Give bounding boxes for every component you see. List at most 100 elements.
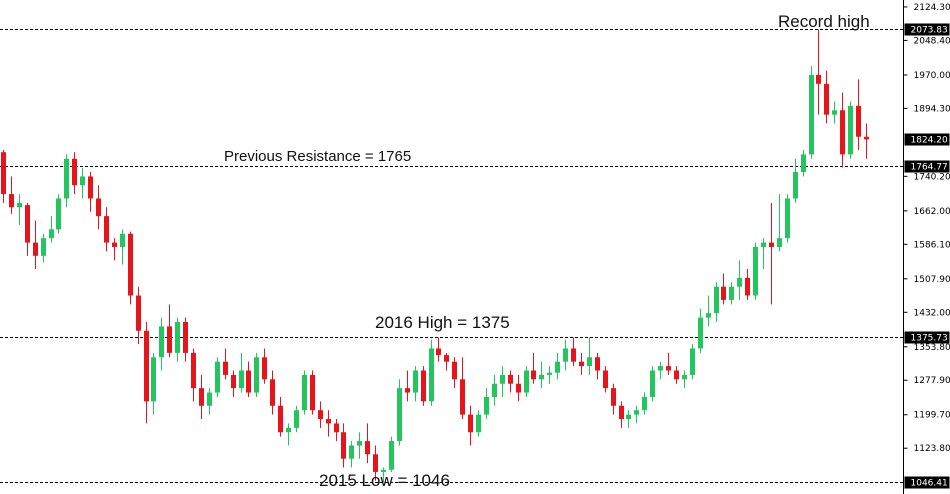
candle-body <box>254 357 259 393</box>
candle-body <box>334 423 339 433</box>
candle <box>777 194 782 252</box>
candle-body <box>777 238 782 247</box>
candle <box>690 344 695 380</box>
candle-body <box>460 379 465 415</box>
candle-body <box>745 277 750 296</box>
candle <box>729 282 734 305</box>
y-tick-label: 1586.10 <box>914 240 950 250</box>
candle <box>785 194 790 243</box>
candle <box>278 396 283 437</box>
candle-body <box>579 361 584 367</box>
candle-body <box>864 136 869 140</box>
candle <box>128 231 133 305</box>
candle-body <box>120 233 125 247</box>
candle-body <box>563 348 568 362</box>
candle <box>698 308 703 353</box>
candle <box>17 194 22 225</box>
candle-body <box>714 286 719 314</box>
candle-body <box>199 388 204 406</box>
candle-body <box>690 348 695 375</box>
candle <box>682 370 687 389</box>
candle <box>56 194 61 234</box>
candle-body <box>318 410 323 420</box>
candle-body <box>801 154 806 173</box>
candle-body <box>619 405 624 420</box>
candle-body <box>516 383 521 393</box>
candle-body <box>128 233 133 296</box>
candle <box>634 405 639 424</box>
candle <box>262 348 267 384</box>
candle-body <box>310 374 315 411</box>
candle <box>460 357 465 420</box>
candle-body <box>587 357 592 367</box>
candle-body <box>175 321 180 353</box>
candle <box>674 366 679 384</box>
candle <box>721 273 726 305</box>
candle <box>254 352 259 397</box>
candle-body <box>737 277 742 287</box>
level-label: 1375.73 <box>911 334 948 344</box>
candle <box>159 317 164 371</box>
candle <box>492 374 497 406</box>
candle <box>302 370 307 415</box>
candle-body <box>231 374 236 389</box>
candle <box>365 423 370 464</box>
candle <box>864 123 869 159</box>
candle <box>357 432 362 459</box>
candle <box>341 423 346 468</box>
annotation-previous-resistance: Previous Resistance = 1765 <box>224 148 411 165</box>
candle-body <box>17 202 22 208</box>
candle-body <box>25 205 30 243</box>
candle <box>96 185 101 230</box>
candle <box>476 410 481 437</box>
candle <box>175 317 180 362</box>
candle-body <box>246 370 251 393</box>
candle <box>816 29 821 115</box>
candle-body <box>41 238 46 256</box>
candle-body <box>642 396 647 411</box>
candle-body <box>429 348 434 402</box>
y-tick-label: 1507.90 <box>914 275 950 285</box>
candle <box>452 357 457 389</box>
candle <box>619 401 624 428</box>
candle-body <box>492 383 497 397</box>
candle <box>468 405 473 446</box>
level-label: 1764.77 <box>911 163 948 173</box>
candle <box>429 339 434 406</box>
candle <box>397 379 402 446</box>
y-tick-label: 1740.20 <box>914 172 950 182</box>
y-ticks: 2124.30 2048.40 1970.00 1894.30 1740.20 1662.… <box>903 3 950 454</box>
candle-body <box>816 74 821 84</box>
candle <box>215 357 220 397</box>
candle <box>318 401 323 428</box>
candle-body <box>1 152 6 195</box>
candle-body <box>286 427 291 433</box>
candle <box>547 366 552 384</box>
candle <box>555 352 560 380</box>
candle-body <box>96 198 101 217</box>
candle-body <box>555 361 560 373</box>
candle <box>737 260 742 300</box>
candle-body <box>112 242 117 247</box>
candle <box>666 352 671 375</box>
level-labels: 2073.83 1764.77 1375.73 1046.41 1824.20 <box>904 23 950 489</box>
candle-body <box>524 370 529 393</box>
y-tick-label: 1199.70 <box>914 411 950 421</box>
candle <box>334 419 339 442</box>
candle-body <box>183 321 188 353</box>
candle <box>706 295 711 327</box>
candle-body <box>476 414 481 433</box>
candle-body <box>49 229 54 239</box>
candle-body <box>508 374 513 384</box>
candle <box>579 352 584 375</box>
candle-body <box>650 370 655 397</box>
candle <box>809 66 814 159</box>
candle-body <box>397 388 402 442</box>
candle <box>405 370 410 402</box>
candle-body <box>753 247 758 296</box>
annotation-2015-low: 2015 Low = 1046 <box>319 471 450 490</box>
candle-body <box>611 388 616 406</box>
candle <box>832 101 837 124</box>
candle-body <box>215 361 220 393</box>
